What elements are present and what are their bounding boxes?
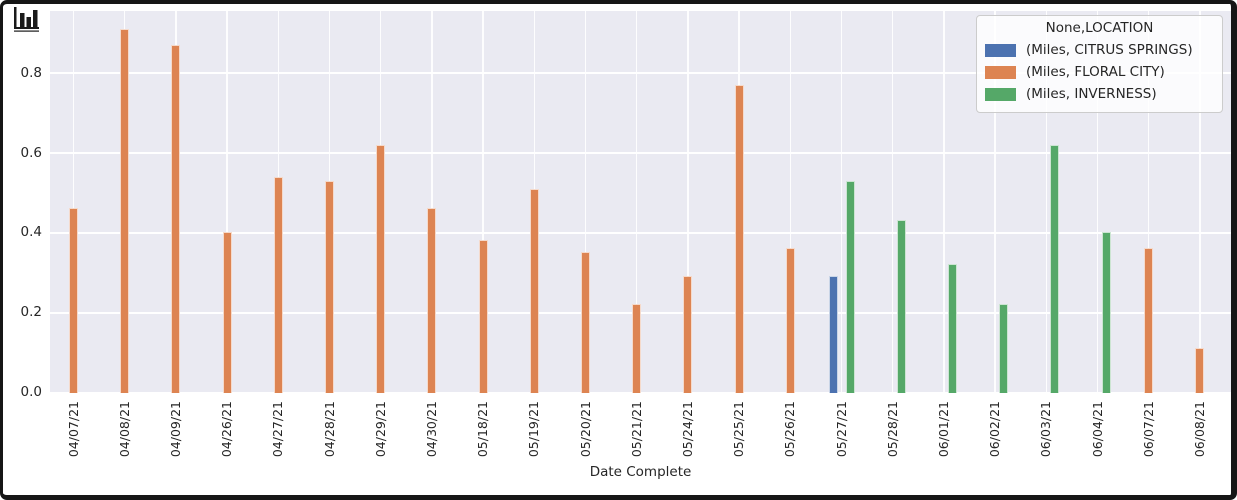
legend-swatch-green [985, 87, 1016, 101]
gridline [50, 152, 1231, 155]
bar-chart-icon[interactable] [13, 6, 43, 32]
gridline [1147, 11, 1150, 393]
x-tick-label: 05/27/21 [833, 401, 849, 458]
bar--miles-inverness--06/01/21[interactable] [947, 264, 957, 393]
legend-label: (Miles, INVERNESS) [1026, 86, 1157, 102]
gridline [635, 11, 638, 393]
gridline [840, 11, 843, 393]
x-tick-label: 04/09/21 [167, 401, 183, 458]
x-tick-label: 05/18/21 [475, 401, 491, 458]
legend: None,LOCATION (Miles, CITRUS SPRINGS) (M… [976, 15, 1223, 113]
y-tick-label: 0.4 [20, 224, 42, 241]
y-tick-label: 0.8 [20, 64, 42, 81]
bar--miles-floral-city--04/07/21[interactable] [69, 208, 78, 393]
x-tick-label: 05/26/21 [782, 401, 798, 458]
gridline [584, 11, 587, 393]
x-tick-label: 05/20/21 [577, 401, 593, 458]
gridline [1045, 11, 1048, 393]
bar--miles-inverness--06/03/21[interactable] [1050, 144, 1060, 393]
bar--miles-floral-city--06/08/21[interactable] [1195, 348, 1205, 393]
x-tick-label: 04/07/21 [65, 401, 81, 458]
x-tick-label: 05/24/21 [679, 401, 695, 458]
bar--miles-floral-city--04/26/21[interactable] [222, 232, 232, 393]
gridline [1199, 11, 1201, 393]
legend-title: None,LOCATION [1045, 20, 1154, 36]
bar--miles-floral-city--05/25/21[interactable] [734, 84, 744, 393]
x-tick-label: 04/08/21 [116, 401, 132, 458]
gridline [943, 11, 945, 393]
bar--miles-inverness--05/27/21[interactable] [845, 180, 855, 393]
gridline [994, 11, 996, 393]
gridline [687, 11, 689, 393]
bar--miles-floral-city--04/08/21[interactable] [120, 28, 130, 393]
bar--miles-floral-city--05/19/21[interactable] [529, 188, 539, 393]
gridline [72, 11, 75, 393]
bar--miles-floral-city--05/26/21[interactable] [785, 248, 795, 393]
x-tick-label: 06/02/21 [987, 401, 1003, 458]
legend-item-inverness: (Miles, INVERNESS) [985, 83, 1214, 105]
legend-swatch-orange [985, 65, 1016, 79]
gridline [789, 11, 792, 393]
legend-swatch-blue [985, 43, 1016, 57]
x-tick-label: 04/26/21 [219, 401, 235, 458]
gridline [482, 11, 484, 393]
gridline [431, 11, 433, 393]
x-tick-label: 05/28/21 [884, 401, 900, 458]
bar--miles-floral-city--05/24/21[interactable] [683, 276, 693, 393]
x-tick-label: 06/04/21 [1089, 401, 1105, 458]
gridline [891, 11, 894, 393]
bar--miles-floral-city--05/20/21[interactable] [581, 252, 590, 393]
x-tick-label: 05/25/21 [731, 401, 747, 458]
y-tick-label: 0.0 [20, 384, 42, 400]
bar--miles-inverness--05/28/21[interactable] [896, 220, 906, 393]
bar--miles-inverness--06/02/21[interactable] [999, 304, 1009, 393]
x-tick-label: 05/21/21 [628, 401, 644, 458]
x-tick-label: 05/19/21 [526, 401, 542, 458]
gridline [226, 11, 228, 393]
bar--miles-floral-city--04/27/21[interactable] [273, 176, 283, 393]
bar--miles-floral-city--05/18/21[interactable] [478, 240, 488, 393]
legend-item-citrus-springs: (Miles, CITRUS SPRINGS) [985, 39, 1214, 61]
bar--miles-floral-city--05/21/21[interactable] [632, 304, 642, 393]
x-tick-label: 06/07/21 [1140, 401, 1156, 458]
x-axis-title: Date Complete [589, 464, 692, 480]
bar--miles-floral-city--04/28/21[interactable] [325, 180, 334, 393]
bar--miles-floral-city--04/09/21[interactable] [171, 44, 181, 393]
bar--miles-floral-city--04/30/21[interactable] [427, 208, 437, 393]
y-tick-label: 0.2 [20, 304, 42, 321]
bar--miles-floral-city--04/29/21[interactable] [376, 144, 386, 393]
x-tick-label: 04/27/21 [270, 401, 286, 458]
legend-label: (Miles, FLORAL CITY) [1026, 64, 1165, 80]
gridline [50, 231, 1231, 234]
x-tick-label: 06/03/21 [1038, 401, 1054, 458]
x-tick-label: 06/08/21 [1191, 401, 1207, 458]
x-tick-label: 06/01/21 [935, 401, 951, 458]
x-tick-label: 04/28/21 [321, 401, 337, 458]
bar--miles-citrus-springs--05/27/21[interactable] [828, 276, 838, 393]
gridline [50, 72, 1231, 75]
legend-label: (Miles, CITRUS SPRINGS) [1026, 42, 1193, 58]
y-tick-label: 0.6 [20, 144, 42, 161]
legend-item-floral-city: (Miles, FLORAL CITY) [985, 61, 1214, 83]
gridline [1096, 11, 1099, 393]
x-tick-label: 04/29/21 [372, 401, 388, 458]
bar--miles-inverness--06/04/21[interactable] [1101, 232, 1111, 393]
x-tick-label: 04/30/21 [423, 401, 439, 458]
bar--miles-floral-city--06/07/21[interactable] [1144, 248, 1154, 393]
